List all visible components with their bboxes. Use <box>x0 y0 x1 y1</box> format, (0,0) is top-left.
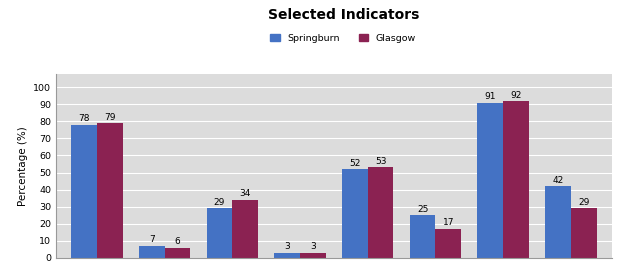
Bar <box>207 208 232 258</box>
Legend: Springburn, Glasgow: Springburn, Glasgow <box>270 34 416 43</box>
Text: 29: 29 <box>578 198 590 207</box>
Text: 91: 91 <box>485 92 496 101</box>
Bar <box>410 215 436 258</box>
Y-axis label: Percentage (%): Percentage (%) <box>17 126 27 206</box>
Bar <box>97 123 122 258</box>
Bar <box>165 247 190 258</box>
Text: 29: 29 <box>213 198 225 207</box>
Bar <box>300 253 326 258</box>
Text: 52: 52 <box>349 159 361 168</box>
Text: 92: 92 <box>510 90 522 100</box>
Text: 17: 17 <box>442 218 454 227</box>
Text: 42: 42 <box>552 176 563 185</box>
Bar <box>71 125 97 258</box>
Bar <box>503 101 529 258</box>
Text: 34: 34 <box>240 189 251 198</box>
Text: 3: 3 <box>285 242 290 251</box>
Bar <box>139 246 165 258</box>
Bar <box>368 167 394 258</box>
Bar <box>571 208 597 258</box>
Bar <box>436 229 461 258</box>
Text: 79: 79 <box>104 113 115 122</box>
Text: 7: 7 <box>149 235 155 244</box>
Text: 25: 25 <box>417 205 428 214</box>
Bar <box>477 103 503 258</box>
Text: 53: 53 <box>375 157 386 166</box>
Bar <box>342 169 368 258</box>
Bar <box>274 253 300 258</box>
Text: 6: 6 <box>175 237 180 246</box>
Bar <box>545 186 571 258</box>
Bar <box>232 200 258 258</box>
Text: 3: 3 <box>310 242 316 251</box>
Text: Selected Indicators: Selected Indicators <box>268 8 419 22</box>
Text: 78: 78 <box>78 114 90 123</box>
